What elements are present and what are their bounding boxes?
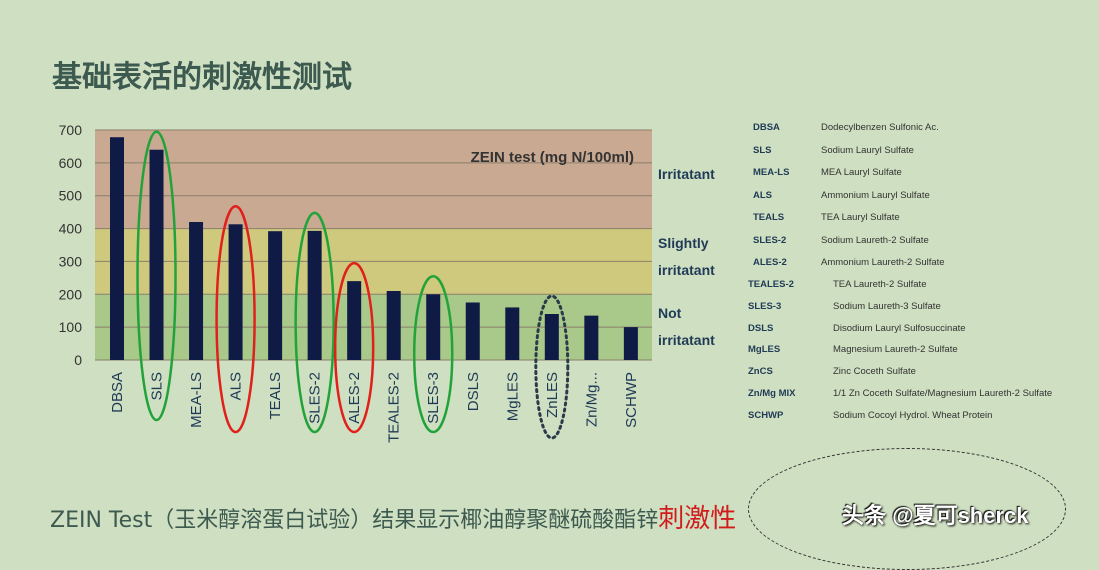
x-tick-label: SLES-3 — [425, 372, 442, 424]
y-tick-label: 100 — [59, 319, 83, 335]
highlight-ellipse-ALS — [215, 205, 256, 434]
bar-SCHWP — [623, 327, 638, 360]
x-tick-label: MEA-LS — [188, 372, 205, 428]
legend-abbr: DBSA — [753, 122, 780, 133]
legend-abbr: ZnCS — [748, 366, 773, 378]
watermark: 头条 @夏可sherck — [842, 503, 1029, 528]
bar-SLES-2 — [307, 230, 322, 360]
legend-abbr: SCHWP — [748, 409, 784, 421]
legend-desc: MEA Lauryl Sulfate — [821, 167, 902, 178]
legend-abbr: MgLES — [748, 344, 781, 356]
legend-abbr: ALS — [753, 189, 772, 201]
legend-desc: Sodium Lauryl Sulfate — [821, 144, 914, 156]
x-tick-label: DSLS — [465, 372, 482, 411]
bar-SLS — [149, 149, 164, 360]
legend-abbr: DSLS — [748, 322, 774, 334]
legend-abbr: MEA-LS — [753, 167, 790, 178]
highlight-ellipse-ALES-2 — [333, 261, 375, 434]
legend-desc: Disodium Lauryl Sulfosuccinate — [833, 322, 966, 334]
bar-ZnLES — [544, 314, 559, 360]
y-tick-label: 600 — [59, 155, 83, 171]
footer-main: ZEIN Test（玉米醇溶蛋白试验）结果显示椰油醇聚醚硫酸酯锌 — [50, 508, 659, 533]
legend-desc: Dodecylbenzen Sulfonic Ac. — [821, 122, 939, 133]
bar-ALS — [228, 224, 243, 360]
x-tick-label: ZnLES — [544, 372, 561, 418]
legend-abbr: Zn/Mg MIX — [748, 388, 796, 399]
bar-TEALES-2 — [386, 291, 401, 360]
legend-desc: Sodium Cocoyl Hydrol. Wheat Protein — [833, 409, 993, 421]
x-tick-label: SLS — [149, 372, 166, 400]
y-tick-label: 300 — [59, 253, 83, 269]
x-tick-label: SCHWP — [623, 372, 640, 428]
zone-label-not: Not — [658, 305, 682, 321]
zone-label-slightly: Slightly — [658, 235, 709, 251]
legend-abbr: SLS — [753, 144, 772, 156]
legend-desc: TEA Laureth-2 Sulfate — [833, 279, 927, 290]
legend-desc: Ammonium Lauryl Sulfate — [821, 189, 930, 201]
legend-desc: Magnesium Laureth-2 Sulfate — [833, 344, 958, 356]
legend-desc: TEA Lauryl Sulfate — [821, 212, 900, 223]
zone-label-not-2: irritatant — [658, 332, 715, 348]
footer-highlight: 刺激性 — [658, 504, 737, 534]
bar-TEALS — [268, 231, 283, 360]
legend-abbr: ALES-2 — [753, 257, 787, 268]
legend-desc: Sodium Laureth-2 Sulfate — [821, 234, 929, 246]
legend-desc: 1/1 Zn Coceth Sulfate/Magnesium Laureth-… — [833, 388, 1053, 399]
chart-title: ZEIN test (mg N/100ml) — [471, 149, 634, 166]
x-tick-label: DBSA — [109, 372, 126, 413]
footer-text: ZEIN Test（玉米醇溶蛋白试验）结果显示椰油醇聚醚硫酸酯锌刺激性 — [50, 498, 736, 535]
bar-MEA-LS — [189, 222, 204, 360]
bar-chart: 0 100 200 300 400 500 600 700 ZEIN test (mg N/10… — [59, 122, 652, 443]
x-tick-label: MgLES — [504, 372, 521, 421]
bar-DSLS — [465, 302, 480, 360]
highlight-ellipse-SLS — [136, 130, 177, 422]
legend-abbr: TEALES-2 — [748, 279, 794, 290]
x-tick-label: TEALS — [267, 372, 284, 420]
bar-DBSA — [110, 137, 124, 360]
y-tick-label: 700 — [59, 122, 83, 138]
bar-Zn/Mg... — [584, 315, 599, 360]
y-tick-label: 400 — [59, 221, 83, 237]
bar-ALES-2 — [347, 281, 362, 360]
highlight-ellipse-ZnLES — [534, 294, 570, 440]
x-tick-label: SLES-2 — [307, 372, 324, 424]
zone-label-slightly-2: irritatant — [658, 262, 715, 278]
highlight-ellipse-SLES-2 — [294, 211, 335, 434]
x-tick-label: ALES-2 — [346, 372, 363, 424]
band-0 — [95, 130, 652, 229]
legend-abbr: SLES-2 — [753, 234, 787, 246]
zone-label-irritant: Irritatant — [658, 166, 715, 182]
page-title: 基础表活的刺激性测试 — [52, 60, 352, 95]
bar-MgLES — [505, 307, 520, 360]
y-tick-label: 200 — [59, 286, 83, 302]
x-tick-label: ALS — [228, 372, 245, 400]
y-tick-label: 500 — [59, 188, 83, 204]
bar-SLES-3 — [426, 294, 441, 360]
legend-abbr: TEALS — [753, 212, 785, 223]
legend-desc: Zinc Coceth Sulfate — [833, 366, 916, 378]
highlight-ellipse-SLES-3 — [412, 275, 454, 434]
x-tick-label: TEALES-2 — [386, 372, 403, 443]
legend-abbr: SLES-3 — [748, 300, 782, 312]
x-tick-label: Zn/Mg... — [583, 372, 600, 427]
y-tick-label: 0 — [74, 352, 82, 368]
legend-desc: Ammonium Laureth-2 Sulfate — [821, 257, 945, 268]
legend-desc: Sodium Laureth-3 Sulfate — [833, 300, 941, 312]
